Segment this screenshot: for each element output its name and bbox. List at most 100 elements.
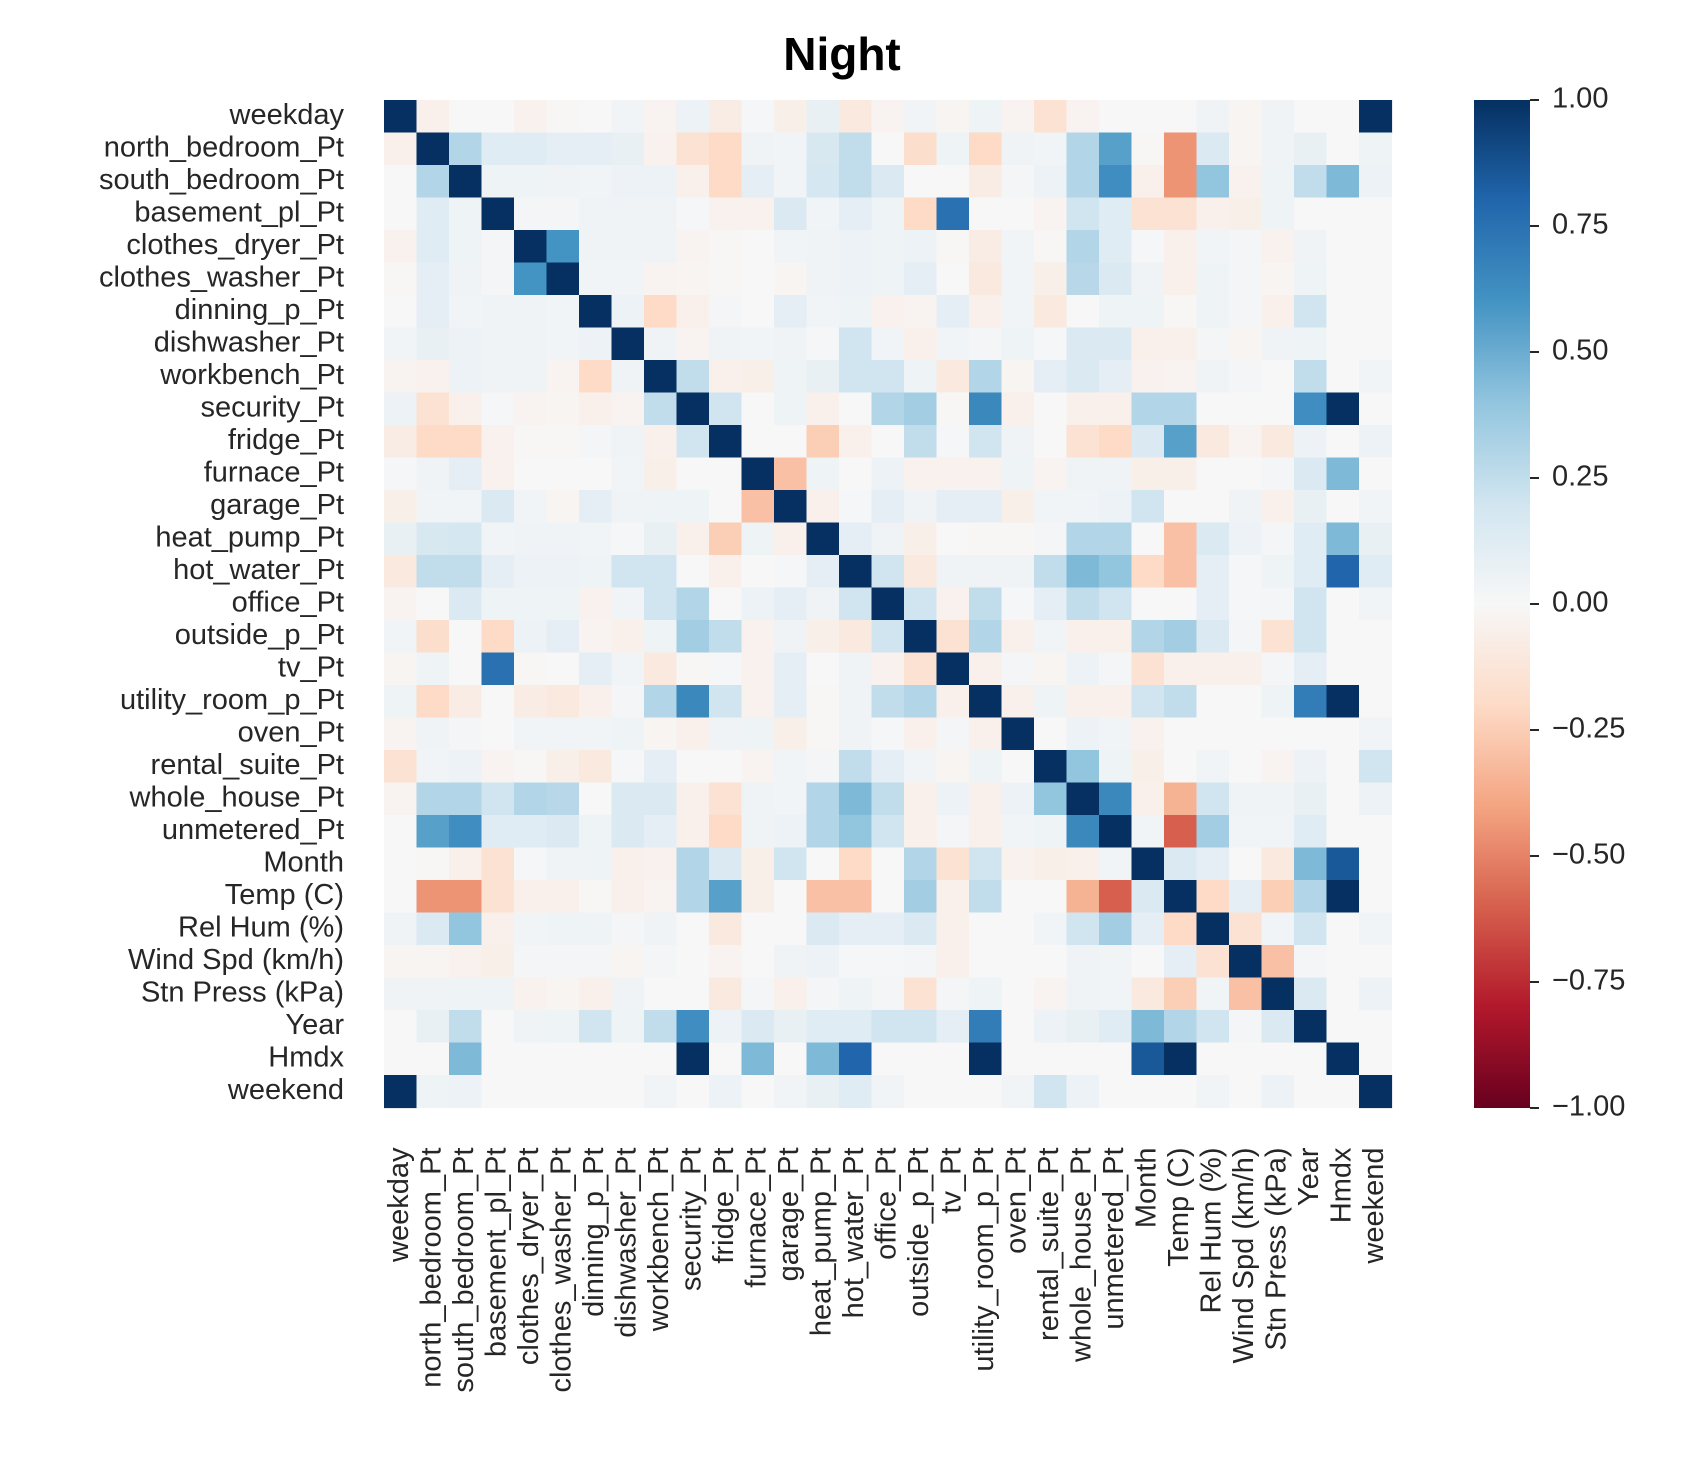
heatmap-cell — [579, 587, 613, 621]
heatmap-cell — [449, 522, 483, 556]
heatmap-cell — [1099, 230, 1133, 264]
heatmap-cell — [579, 197, 613, 231]
heatmap-cell — [579, 750, 613, 784]
heatmap-cell — [514, 1042, 548, 1076]
heatmap-cell — [1164, 555, 1198, 589]
heatmap-cell — [1099, 327, 1133, 361]
heatmap-cell — [1034, 750, 1068, 784]
heatmap-cell — [806, 457, 840, 491]
y-tick-label: whole_house_Pt — [129, 781, 344, 813]
heatmap-cell — [676, 457, 710, 491]
heatmap-cell — [774, 782, 808, 816]
heatmap-cell — [1294, 750, 1328, 784]
heatmap-cell — [806, 132, 840, 166]
heatmap-cell — [416, 717, 450, 751]
heatmap-cell — [416, 815, 450, 849]
heatmap-cell — [481, 392, 515, 426]
heatmap-cell — [579, 717, 613, 751]
heatmap-cell — [1326, 977, 1360, 1011]
heatmap-cell — [936, 945, 970, 979]
heatmap-cell — [1131, 815, 1165, 849]
heatmap-cell — [871, 912, 905, 946]
heatmap-cell — [1034, 1010, 1068, 1044]
heatmap-cell — [514, 132, 548, 166]
heatmap-cell — [1261, 945, 1295, 979]
heatmap-cell — [936, 847, 970, 881]
heatmap-cell — [1131, 425, 1165, 459]
heatmap-cell — [1294, 717, 1328, 751]
heatmap-cell — [1099, 782, 1133, 816]
heatmap-cell — [1001, 782, 1035, 816]
heatmap-cell — [644, 522, 678, 556]
heatmap-cell — [839, 100, 873, 134]
heatmap-cell — [1261, 360, 1295, 394]
heatmap-cell — [806, 522, 840, 556]
heatmap-cell — [1294, 425, 1328, 459]
heatmap-cell — [1034, 165, 1068, 199]
heatmap-cell — [676, 782, 710, 816]
heatmap-cell — [384, 977, 418, 1011]
heatmap-cell — [1261, 717, 1295, 751]
heatmap-cell — [936, 165, 970, 199]
heatmap-cell — [1359, 1010, 1393, 1044]
heatmap-cell — [1001, 295, 1035, 329]
heatmap-cell — [936, 912, 970, 946]
heatmap-cell — [449, 750, 483, 784]
heatmap-cell — [1099, 522, 1133, 556]
heatmap-cell — [676, 360, 710, 394]
heatmap-cell — [1066, 132, 1100, 166]
heatmap-cell — [969, 945, 1003, 979]
chart-title: Night — [783, 28, 901, 80]
heatmap-cell — [1099, 392, 1133, 426]
heatmap-cell — [481, 977, 515, 1011]
y-tick-label: Stn Press (kPa) — [141, 976, 344, 1008]
heatmap-cell — [579, 425, 613, 459]
heatmap-cell — [1164, 587, 1198, 621]
heatmap-cell — [579, 1042, 613, 1076]
heatmap-cell — [1326, 327, 1360, 361]
colorbar-tick-label: 1.00 — [1552, 83, 1608, 115]
heatmap-cell — [1099, 197, 1133, 231]
heatmap-cell — [969, 165, 1003, 199]
heatmap-cell — [1359, 262, 1393, 296]
heatmap-cell — [1261, 457, 1295, 491]
heatmap-cell — [546, 327, 580, 361]
heatmap-cell — [936, 230, 970, 264]
heatmap-cell — [936, 555, 970, 589]
heatmap-cell — [904, 652, 938, 686]
heatmap-cell — [774, 945, 808, 979]
heatmap-cell — [449, 1075, 483, 1109]
heatmap-cell — [1294, 815, 1328, 849]
heatmap-cell — [741, 815, 775, 849]
heatmap-cell — [1099, 652, 1133, 686]
heatmap-cell — [1326, 132, 1360, 166]
heatmap-cell — [936, 457, 970, 491]
heatmap-cell — [384, 717, 418, 751]
heatmap-cell — [839, 685, 873, 719]
heatmap-cell — [1294, 100, 1328, 134]
heatmap-cell — [644, 425, 678, 459]
heatmap-cell — [774, 815, 808, 849]
heatmap-cell — [1359, 1042, 1393, 1076]
heatmap-cell — [644, 750, 678, 784]
heatmap-cell — [1001, 262, 1035, 296]
heatmap-cell — [1229, 685, 1263, 719]
heatmap-cell — [806, 750, 840, 784]
heatmap-cell — [741, 945, 775, 979]
heatmap-cell — [546, 165, 580, 199]
x-tick-label: workbench_Pt — [643, 1148, 675, 1333]
heatmap-cell — [416, 262, 450, 296]
heatmap-cell — [741, 165, 775, 199]
heatmap-cell — [969, 392, 1003, 426]
heatmap-cell — [871, 197, 905, 231]
heatmap-cell — [904, 782, 938, 816]
heatmap-cell — [969, 490, 1003, 524]
heatmap-cell — [1196, 717, 1230, 751]
heatmap-cell — [481, 100, 515, 134]
heatmap-cell — [741, 880, 775, 914]
heatmap-cell — [839, 132, 873, 166]
heatmap-cell — [806, 100, 840, 134]
heatmap-cell — [676, 880, 710, 914]
y-tick-label: unmetered_Pt — [162, 814, 344, 846]
heatmap-cell — [384, 522, 418, 556]
